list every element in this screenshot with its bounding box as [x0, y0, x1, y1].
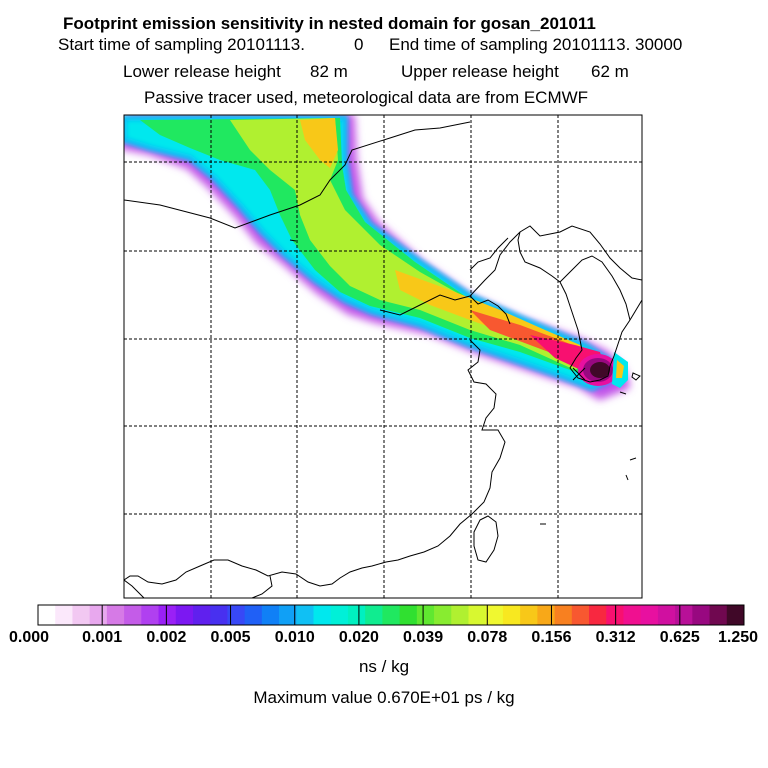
colorbar-swatch: [675, 605, 693, 625]
colorbar-tick-label: 0.312: [595, 629, 636, 646]
colorbar-swatch: [244, 605, 263, 625]
colorbar-tick-label: 0.000: [8, 629, 50, 646]
colorbar-tick-label: 0.010: [274, 629, 315, 646]
colorbar-swatch: [416, 605, 435, 625]
colorbar-swatch: [347, 605, 366, 625]
colorbar-swatch: [692, 605, 711, 625]
start-time-label: Start time of sampling 20101113.: [58, 35, 305, 54]
colorbar: [37, 604, 745, 626]
start-time-value: 0: [354, 35, 364, 54]
colorbar-swatch: [330, 605, 349, 625]
colorbar-tick-label: 0.625: [659, 629, 700, 646]
colorbar-tick-label: 0.020: [338, 629, 379, 646]
colorbar-swatch: [89, 605, 108, 625]
colorbar-swatch: [589, 605, 607, 625]
colorbar-swatch: [175, 605, 194, 625]
lower-release-value: 82 m: [310, 62, 348, 81]
colorbar-swatch: [382, 605, 401, 625]
colorbar-swatch: [623, 605, 642, 625]
end-time-label: End time of sampling 20101113. 30000: [389, 35, 683, 54]
colorbar-swatch: [141, 605, 160, 625]
colorbar-swatch: [606, 605, 624, 625]
colorbar-swatch: [468, 605, 487, 625]
colorbar-swatch: [124, 605, 142, 625]
colorbar-swatch: [434, 605, 452, 625]
colorbar-swatch: [485, 605, 504, 625]
plot-title: Footprint emission sensitivity in nested…: [63, 14, 596, 33]
colorbar-swatch: [210, 605, 228, 625]
colorbar-swatch: [38, 605, 56, 625]
colorbar-tick-label: 1.250: [717, 629, 759, 646]
receptor-marker: [572, 367, 586, 381]
maximum-value: Maximum value 0.670E+01 ps / kg: [253, 688, 515, 707]
colorbar-swatch: [106, 605, 125, 625]
colorbar-swatch: [709, 605, 728, 625]
colorbar-tick-label: 0.156: [531, 629, 572, 646]
colorbar-swatch: [726, 605, 745, 625]
colorbar-swatch: [158, 605, 177, 625]
footprint-plume: [124, 115, 630, 400]
colorbar-swatch: [451, 605, 469, 625]
lat-lon-grid: [124, 115, 642, 598]
coastlines: [124, 121, 642, 598]
upper-release-value: 62 m: [591, 62, 629, 81]
colorbar-tick-label: 0.001: [82, 629, 123, 646]
colorbar-swatch: [72, 605, 91, 625]
colorbar-frame: [37, 604, 745, 626]
colorbar-swatch: [192, 605, 211, 625]
colorbar-tick-label: 0.078: [467, 629, 508, 646]
colorbar-swatch: [537, 605, 556, 625]
colorbar-swatch: [261, 605, 280, 625]
map-frame: [123, 114, 643, 599]
colorbar-swatch: [657, 605, 676, 625]
colorbar-tick-label: 0.039: [403, 629, 444, 646]
colorbar-tick-label: 0.002: [146, 629, 187, 646]
colorbar-swatch: [313, 605, 332, 625]
colorbar-swatch: [365, 605, 383, 625]
lower-release-label: Lower release height: [123, 62, 281, 81]
colorbar-swatch: [55, 605, 73, 625]
upper-release-label: Upper release height: [401, 62, 559, 81]
colorbar-swatch: [554, 605, 573, 625]
colorbar-swatch: [399, 605, 418, 625]
colorbar-swatch: [502, 605, 521, 625]
colorbar-swatch: [571, 605, 590, 625]
colorbar-swatch: [296, 605, 315, 625]
colorbar-swatch: [640, 605, 659, 625]
colorbar-units: ns / kg: [358, 657, 410, 676]
colorbar-swatch: [227, 605, 246, 625]
colorbar-swatch: [279, 605, 297, 625]
colorbar-swatch: [520, 605, 538, 625]
tracer-info: Passive tracer used, meteorological data…: [144, 88, 589, 107]
colorbar-tick-label: 0.005: [210, 629, 251, 646]
